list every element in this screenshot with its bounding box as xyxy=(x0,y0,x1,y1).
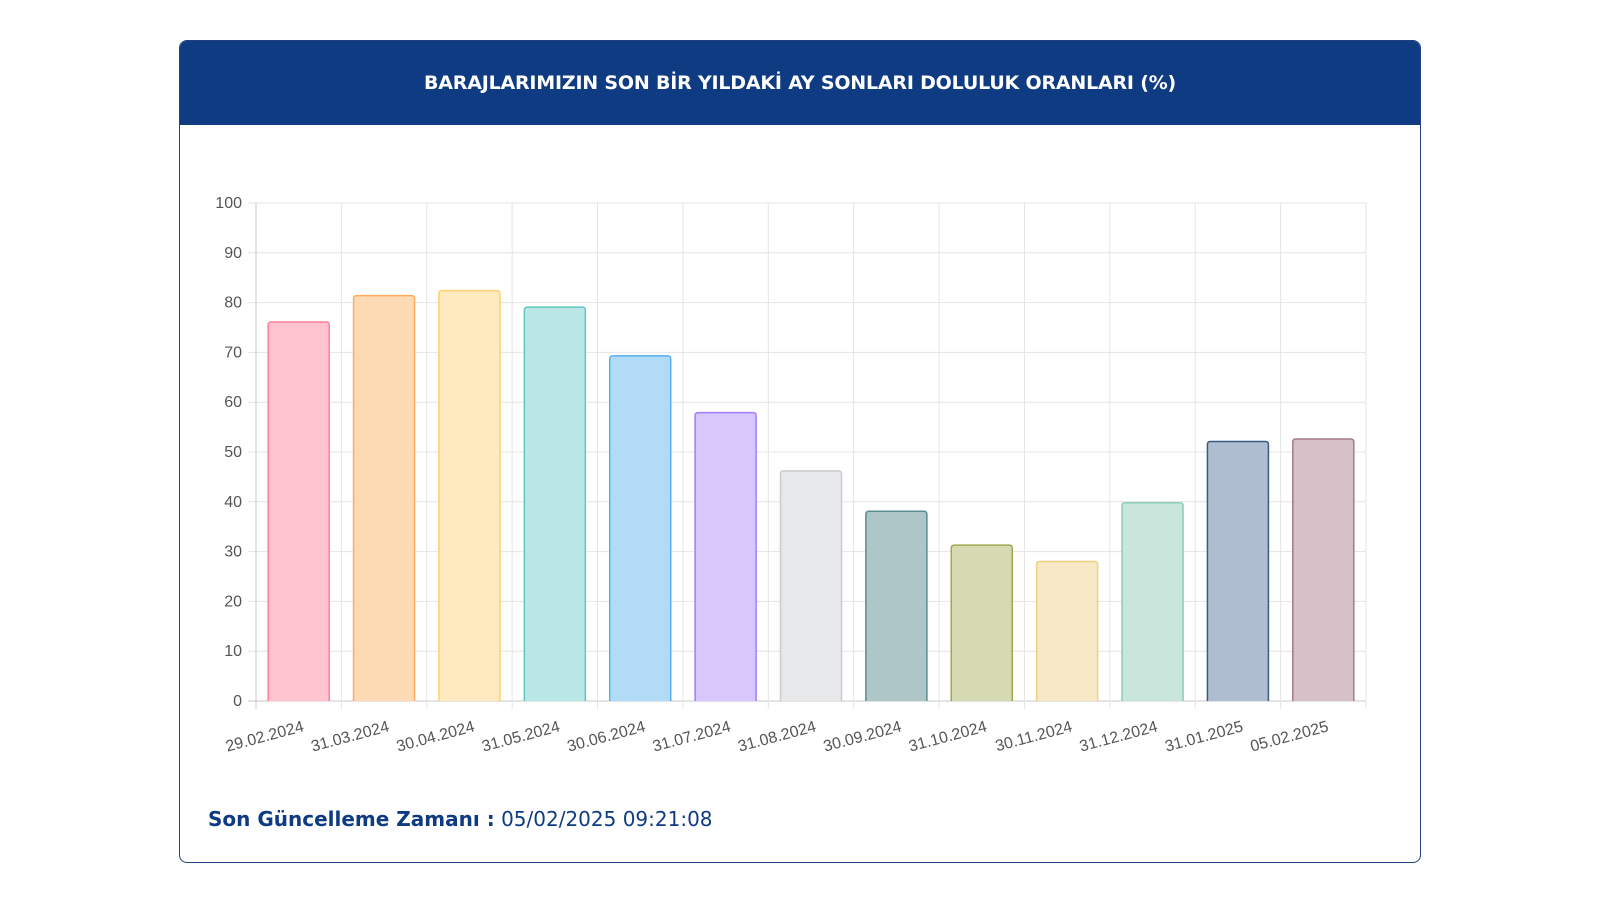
x-tick-label: 30.04.2024 xyxy=(395,718,477,755)
y-tick-label: 90 xyxy=(224,245,242,262)
bar-fill xyxy=(1207,441,1269,701)
bar-fill xyxy=(353,295,415,701)
chart-title: BARAJLARIMIZIN SON BİR YILDAKİ AY SONLAR… xyxy=(423,72,1177,94)
y-tick-label: 60 xyxy=(224,394,242,411)
bar-31.05.2024[interactable] xyxy=(523,306,587,701)
bar-31.12.2024[interactable] xyxy=(1121,502,1184,701)
grid xyxy=(248,202,1367,709)
bar-fill xyxy=(609,355,671,701)
bar-fill xyxy=(1122,502,1184,701)
bar-30.06.2024[interactable] xyxy=(608,355,672,701)
y-tick-label: 80 xyxy=(224,295,242,312)
bar-30.09.2024[interactable] xyxy=(865,510,928,701)
bar-fill xyxy=(1036,561,1098,701)
x-tick-label: 31.12.2024 xyxy=(1078,718,1160,755)
y-tick-label: 50 xyxy=(224,444,242,461)
x-tick-label: 31.08.2024 xyxy=(736,718,818,755)
y-tick-label: 20 xyxy=(224,593,242,610)
bar-31.03.2024[interactable] xyxy=(352,294,416,701)
bar-31.10.2024[interactable] xyxy=(950,544,1014,701)
y-tick-label: 70 xyxy=(224,344,242,361)
bar-fill xyxy=(951,545,1013,701)
bar-fill xyxy=(524,307,586,701)
y-tick-label: 30 xyxy=(224,544,242,561)
bar-30.04.2024[interactable] xyxy=(438,289,501,701)
x-tick-label: 30.06.2024 xyxy=(566,718,648,755)
bar-chart: 0 10 20 30 40 50 60 70 80 90 100 29.02.2024 31.03.20… xyxy=(215,195,1367,756)
bar-fill xyxy=(695,412,757,701)
x-tick-label: 29.02.2024 xyxy=(224,718,306,755)
chart-header: BARAJLARIMIZIN SON BİR YILDAKİ AY SONLAR… xyxy=(180,41,1420,125)
bar-30.11.2024[interactable] xyxy=(1035,560,1099,701)
bar-05.02.2025[interactable] xyxy=(1292,438,1355,701)
bar-31.08.2024[interactable] xyxy=(779,470,843,701)
bar-fill xyxy=(865,511,927,701)
y-tick-label: 10 xyxy=(224,643,242,660)
last-update-value: 05/02/2025 09:21:08 xyxy=(501,807,713,831)
bar-fill xyxy=(1292,439,1354,701)
chart-card: BARAJLARIMIZIN SON BİR YILDAKİ AY SONLAR… xyxy=(179,40,1421,863)
y-tick-label: 100 xyxy=(215,195,242,212)
x-tick-label: 30.09.2024 xyxy=(822,718,904,755)
bar-fill xyxy=(268,322,330,701)
bar-fill xyxy=(780,470,842,701)
bar-31.01.2025[interactable] xyxy=(1206,440,1270,701)
x-tick-label: 30.11.2024 xyxy=(994,718,1075,755)
x-tick-label: 31.01.2025 xyxy=(1163,718,1245,755)
bar-31.07.2024[interactable] xyxy=(694,411,757,701)
x-tick-label: 31.10.2024 xyxy=(907,718,989,755)
x-tick-label: 31.05.2024 xyxy=(480,718,562,755)
last-update-label: Son Güncelleme Zamanı : xyxy=(208,807,495,831)
bars xyxy=(267,289,1355,701)
bar-fill xyxy=(438,290,500,701)
x-tick-label: 31.07.2024 xyxy=(651,718,733,755)
x-tick-label: 05.02.2025 xyxy=(1249,718,1331,755)
x-tick-label: 31.03.2024 xyxy=(309,718,391,755)
y-tick-label: 40 xyxy=(224,494,242,511)
bar-29.02.2024[interactable] xyxy=(267,321,330,701)
last-update: Son Güncelleme Zamanı : 05/02/2025 09:21… xyxy=(208,807,713,831)
y-tick-label: 0 xyxy=(233,693,242,710)
